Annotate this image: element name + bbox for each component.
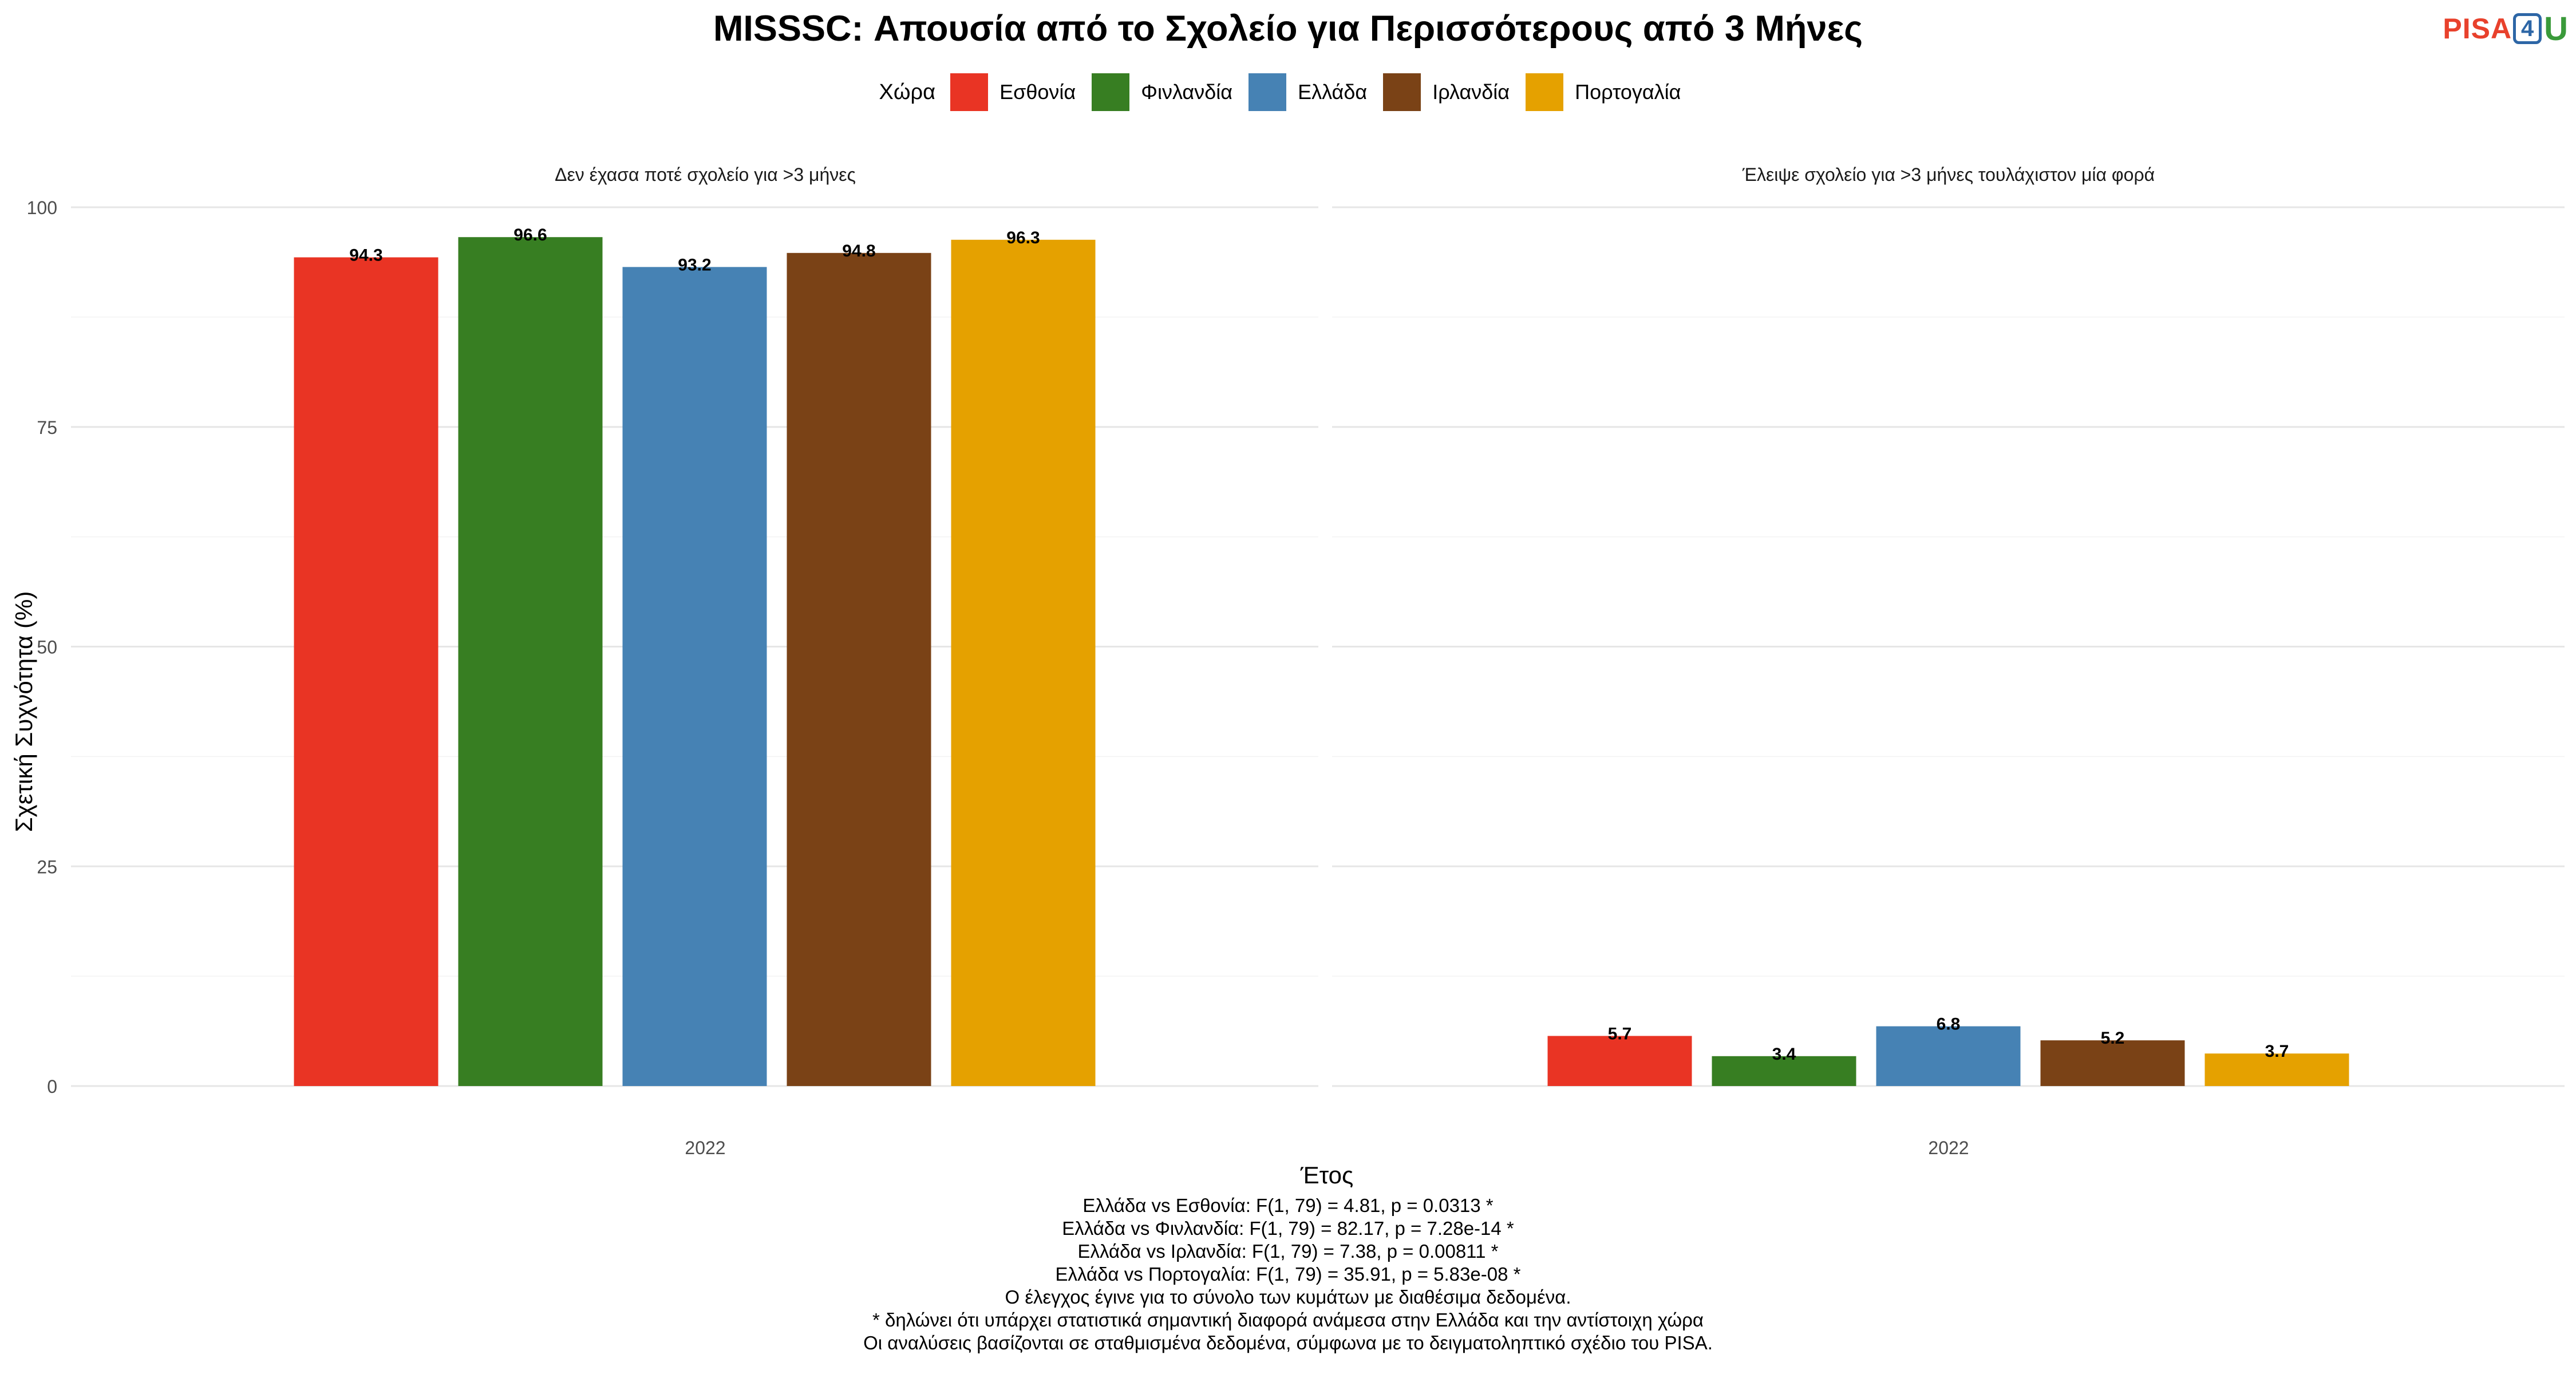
legend-swatch	[1526, 73, 1564, 111]
y-tick-label: 75	[37, 417, 57, 438]
legend-item: Εσθονία	[950, 73, 1076, 111]
legend-swatch	[1249, 73, 1287, 111]
legend-swatch	[1092, 73, 1130, 111]
pisa4u-logo: PISA 4 U	[2443, 8, 2568, 49]
facet-label-right: Έλειψε σχολείο για >3 μήνες τουλάχιστον …	[1742, 164, 2155, 185]
data-label: 3.4	[1772, 1045, 1796, 1064]
logo-number: 4	[2513, 13, 2542, 44]
footer-line: Ο έλεγχος έγινε για το σύνολο των κυμάτω…	[1005, 1286, 1571, 1308]
y-tick-label: 25	[37, 856, 57, 877]
footer-line: Ελλάδα vs Εσθονία: F(1, 79) = 4.81, p = …	[1082, 1195, 1494, 1216]
footer-line: Ελλάδα vs Ιρλανδία: F(1, 79) = 7.38, p =…	[1077, 1241, 1499, 1262]
x-tick-label-left: 2022	[685, 1138, 725, 1158]
data-label: 3.7	[2265, 1042, 2289, 1061]
y-axis-label: Σχετική Συχνότητα (%)	[10, 591, 37, 832]
y-tick-label: 100	[27, 198, 57, 218]
data-label: 5.2	[2101, 1029, 2125, 1048]
legend-label: Ελλάδα	[1298, 80, 1368, 104]
footer-line: Οι αναλύσεις βασίζονται σε σταθμισμένα δ…	[863, 1332, 1713, 1353]
legend-label: Πορτογαλία	[1575, 80, 1681, 104]
legend-label: Εσθονία	[999, 80, 1076, 104]
bar	[458, 237, 603, 1087]
data-labels: 94.3 96.6 93.2 94.8 96.3 5.7 3.4 6.8 5.2 3.7	[349, 226, 2289, 1064]
logo-text-end: U	[2544, 10, 2568, 48]
gridlines	[71, 206, 2565, 1087]
legend-label: Ιρλανδία	[1432, 80, 1510, 104]
legend-item: Φινλανδία	[1092, 73, 1232, 111]
footer-line: * δηλώνει ότι υπάρχει στατιστικά σημαντι…	[872, 1309, 1704, 1330]
bar	[951, 239, 1096, 1086]
legend-item: Ελλάδα	[1249, 73, 1367, 111]
data-label: 94.3	[349, 246, 382, 264]
y-tick-label: 0	[47, 1076, 57, 1097]
bar	[622, 267, 767, 1086]
logo-text: PISA	[2443, 13, 2512, 45]
data-label: 93.2	[678, 255, 711, 274]
legend-item: Ιρλανδία	[1383, 73, 1510, 111]
bar	[2040, 1040, 2185, 1086]
chart-title: MISSSC: Απουσία από το Σχολείο για Περισ…	[713, 9, 1863, 49]
legend-swatch	[950, 73, 989, 111]
legend-swatch	[1383, 73, 1421, 111]
x-axis-label: Έτος	[1300, 1162, 1354, 1189]
footer-line: Ελλάδα vs Φινλανδία: F(1, 79) = 82.17, p…	[1062, 1218, 1514, 1239]
data-label: 6.8	[1937, 1015, 1961, 1034]
legend-label: Φινλανδία	[1141, 80, 1233, 104]
bar	[2204, 1053, 2349, 1086]
legend-title: Χώρα	[879, 80, 936, 104]
bar	[294, 257, 438, 1086]
axes: Σχετική Συχνότητα (%) Έτος Δεν έχασα ποτ…	[10, 164, 2155, 1189]
footer-notes: Ελλάδα vs Εσθονία: F(1, 79) = 4.81, p = …	[0, 1194, 2576, 1355]
bar	[787, 252, 931, 1086]
legend-item: Πορτογαλία	[1526, 73, 1681, 111]
y-tick-label: 50	[37, 637, 57, 658]
data-label: 96.3	[1006, 228, 1040, 247]
bar	[1547, 1036, 1692, 1086]
bar	[1876, 1026, 2021, 1086]
data-label: 5.7	[1608, 1025, 1632, 1044]
legend: Χώρα Εσθονία Φινλανδία Ελλάδα Ιρλανδία Π…	[0, 73, 2576, 111]
footer-line: Ελλάδα vs Πορτογαλία: F(1, 79) = 35.91, …	[1055, 1264, 1521, 1285]
x-tick-label-right: 2022	[1928, 1138, 1969, 1158]
data-label: 94.8	[842, 242, 875, 260]
facet-label-left: Δεν έχασα ποτέ σχολείο για >3 μήνες	[555, 164, 856, 185]
bar	[1712, 1056, 1856, 1086]
data-label: 96.6	[513, 226, 547, 244]
bars	[294, 237, 2349, 1087]
